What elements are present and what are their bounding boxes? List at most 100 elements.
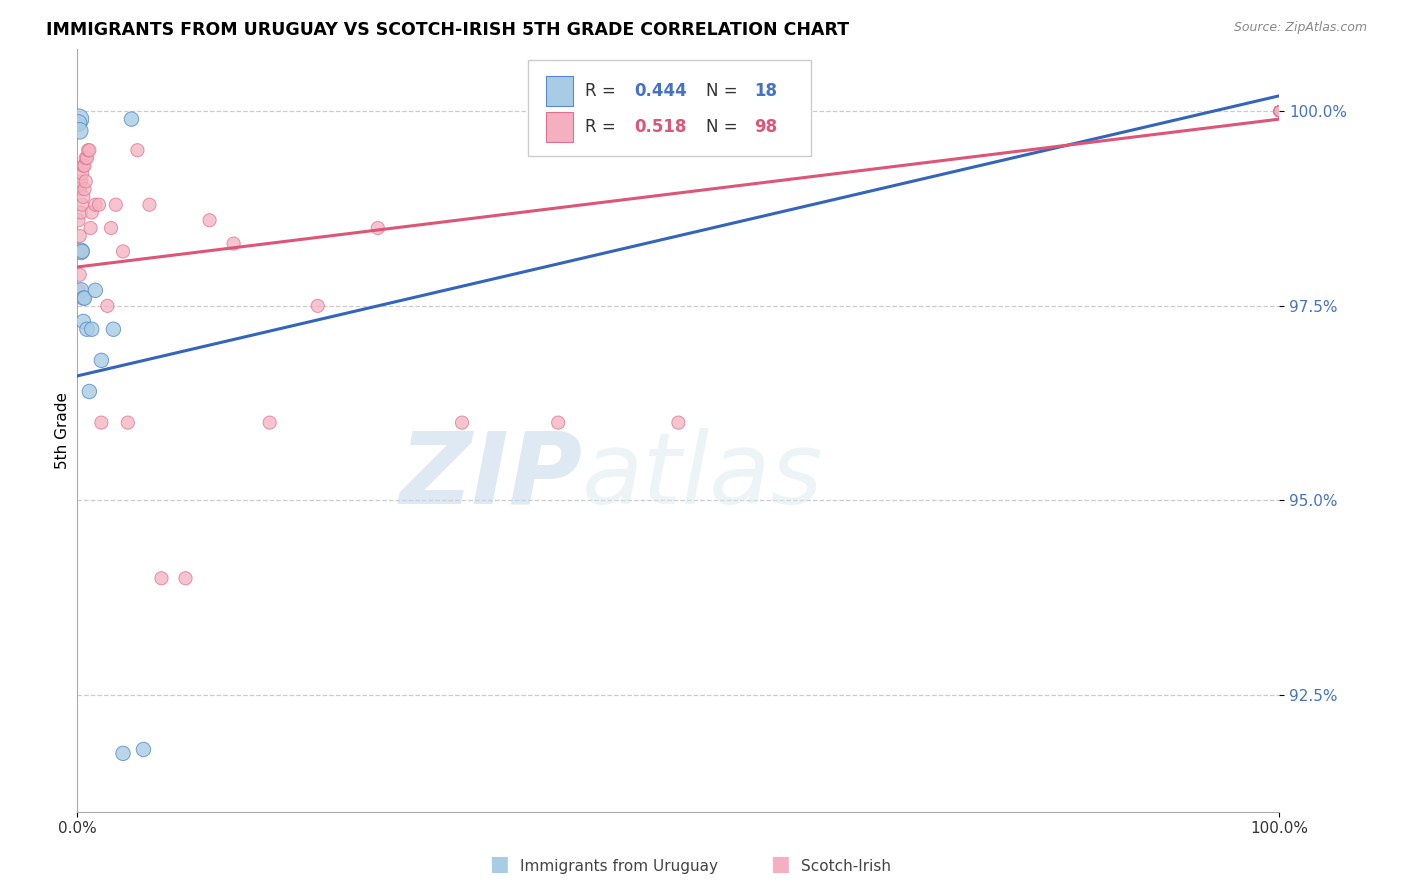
Point — [104, 197, 127, 211]
Point — [96, 299, 118, 313]
Point — [222, 236, 245, 251]
Text: ■: ■ — [489, 855, 509, 874]
Point — [75, 151, 97, 165]
Point — [150, 571, 173, 585]
Text: 0.518: 0.518 — [634, 118, 686, 136]
Text: N =: N = — [706, 118, 742, 136]
Point — [69, 124, 91, 138]
Point — [1268, 104, 1291, 119]
Point — [1268, 104, 1291, 119]
Point — [79, 384, 101, 399]
Point — [100, 221, 122, 235]
Point — [1268, 104, 1291, 119]
Point — [1268, 104, 1291, 119]
Point — [307, 299, 329, 313]
Point — [1268, 104, 1291, 119]
Text: Immigrants from Uruguay: Immigrants from Uruguay — [520, 859, 718, 874]
Point — [1268, 104, 1291, 119]
Point — [1268, 104, 1291, 119]
Point — [1268, 104, 1291, 119]
Point — [547, 416, 569, 430]
Point — [80, 205, 103, 219]
Text: Source: ZipAtlas.com: Source: ZipAtlas.com — [1233, 21, 1367, 34]
Point — [1268, 104, 1291, 119]
Point — [73, 159, 96, 173]
Point — [1268, 104, 1291, 119]
Point — [80, 322, 103, 336]
Point — [1268, 104, 1291, 119]
Point — [451, 416, 474, 430]
Point — [1268, 104, 1291, 119]
Point — [1268, 104, 1291, 119]
Point — [1268, 104, 1291, 119]
Point — [1268, 104, 1291, 119]
Text: Scotch-Irish: Scotch-Irish — [801, 859, 891, 874]
Point — [70, 174, 93, 188]
Point — [1268, 104, 1291, 119]
Point — [70, 283, 93, 297]
Point — [1268, 104, 1291, 119]
Point — [1268, 104, 1291, 119]
Point — [1268, 104, 1291, 119]
Point — [79, 221, 101, 235]
Point — [1268, 104, 1291, 119]
Bar — [546, 112, 572, 142]
Point — [69, 228, 91, 243]
Text: atlas: atlas — [582, 427, 824, 524]
Point — [72, 291, 94, 305]
Point — [72, 190, 94, 204]
Point — [1268, 104, 1291, 119]
Point — [1268, 104, 1291, 119]
Text: 98: 98 — [754, 118, 778, 136]
FancyBboxPatch shape — [529, 61, 811, 156]
Point — [1268, 104, 1291, 119]
Point — [73, 182, 96, 196]
Point — [117, 416, 139, 430]
Point — [73, 291, 96, 305]
Point — [1268, 104, 1291, 119]
Point — [70, 205, 93, 219]
Point — [90, 416, 112, 430]
Y-axis label: 5th Grade: 5th Grade — [55, 392, 70, 469]
Point — [1268, 104, 1291, 119]
Point — [1268, 104, 1291, 119]
Point — [1268, 104, 1291, 119]
Point — [259, 416, 281, 430]
Point — [132, 742, 155, 756]
Point — [67, 112, 90, 127]
Point — [1268, 104, 1291, 119]
Point — [1268, 104, 1291, 119]
Point — [76, 151, 98, 165]
Point — [1268, 104, 1291, 119]
Point — [1268, 104, 1291, 119]
Point — [72, 314, 94, 328]
Text: IMMIGRANTS FROM URUGUAY VS SCOTCH-IRISH 5TH GRADE CORRELATION CHART: IMMIGRANTS FROM URUGUAY VS SCOTCH-IRISH … — [46, 21, 849, 38]
Point — [1268, 104, 1291, 119]
Point — [1268, 104, 1291, 119]
Bar — [546, 76, 572, 106]
Point — [1268, 104, 1291, 119]
Point — [76, 322, 98, 336]
Point — [174, 571, 197, 585]
Point — [77, 143, 100, 157]
Text: 18: 18 — [754, 82, 778, 100]
Point — [70, 197, 93, 211]
Point — [69, 182, 91, 196]
Point — [1268, 104, 1291, 119]
Point — [1268, 104, 1291, 119]
Point — [1268, 104, 1291, 119]
Point — [1268, 104, 1291, 119]
Point — [72, 159, 94, 173]
Point — [111, 747, 134, 761]
Point — [67, 283, 90, 297]
Point — [1268, 104, 1291, 119]
Point — [1268, 104, 1291, 119]
Point — [1268, 104, 1291, 119]
Point — [84, 283, 107, 297]
Point — [70, 167, 93, 181]
Point — [138, 197, 160, 211]
Text: R =: R = — [585, 118, 626, 136]
Point — [75, 174, 97, 188]
Text: R =: R = — [585, 82, 620, 100]
Point — [1268, 104, 1291, 119]
